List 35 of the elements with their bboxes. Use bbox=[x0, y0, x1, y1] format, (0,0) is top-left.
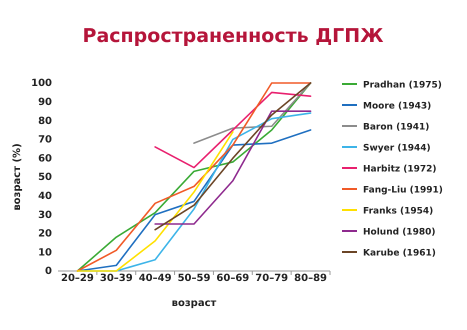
line-series bbox=[76, 131, 234, 272]
line-series bbox=[154, 92, 312, 168]
legend-label: Swyer (1944) bbox=[363, 144, 431, 154]
y-tick-label: 70 bbox=[38, 134, 52, 146]
x-tick-label: 80–89 bbox=[294, 273, 328, 284]
y-tick-label: 20 bbox=[38, 228, 52, 240]
x-tick-label: 30–39 bbox=[100, 273, 133, 284]
legend-label: Franks (1954) bbox=[363, 206, 434, 216]
y-tick-label: 30 bbox=[38, 210, 52, 221]
x-tick-label: 70–79 bbox=[255, 273, 288, 284]
line-series bbox=[154, 82, 312, 230]
y-axis-title: возраст (%) bbox=[12, 143, 23, 211]
y-tick-label: 0 bbox=[45, 266, 52, 278]
legend-label: Harbitz (1972) bbox=[363, 164, 437, 174]
line-series bbox=[193, 82, 312, 144]
x-axis-title: возраст bbox=[172, 298, 217, 309]
y-tick-label: 10 bbox=[38, 247, 52, 258]
legend-label: Baron (1941) bbox=[363, 122, 430, 132]
legend-label: Fang-Liu (1991) bbox=[363, 186, 443, 196]
legend-label: Moore (1943) bbox=[363, 102, 432, 112]
x-tick-label: 60–69 bbox=[216, 273, 250, 284]
y-tick-label: 60 bbox=[38, 153, 52, 164]
x-tick-label: 40–49 bbox=[138, 273, 172, 284]
y-tick-label: 80 bbox=[38, 116, 52, 127]
y-tick-label: 40 bbox=[38, 191, 52, 202]
chart-title: Распространенность ДГПЖ bbox=[82, 25, 384, 47]
y-tick-label: 100 bbox=[31, 78, 52, 90]
legend-label: Holund (1980) bbox=[363, 228, 436, 238]
x-tick-label: 50–59 bbox=[178, 273, 210, 284]
legend-label: Karube (1961) bbox=[363, 248, 436, 258]
legend-label: Pradhan (1975) bbox=[363, 80, 442, 90]
x-tick-label: 20–29 bbox=[61, 273, 94, 284]
y-tick-label: 50 bbox=[38, 172, 52, 184]
y-tick-label: 90 bbox=[38, 97, 52, 108]
line-series bbox=[76, 82, 312, 272]
